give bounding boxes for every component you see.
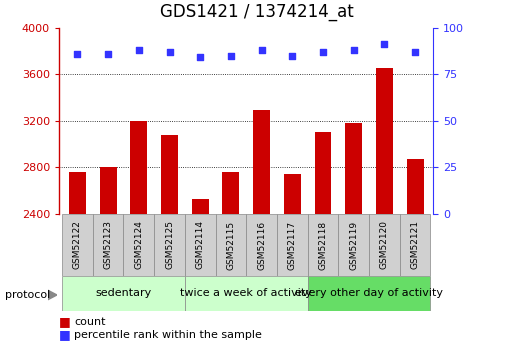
Bar bbox=[161, 135, 178, 214]
Bar bbox=[223, 172, 240, 214]
Text: GSM52119: GSM52119 bbox=[349, 220, 358, 269]
Text: sedentary: sedentary bbox=[95, 288, 151, 298]
Bar bbox=[407, 159, 424, 214]
Bar bbox=[130, 121, 147, 214]
Bar bbox=[62, 276, 185, 310]
Text: GDS1421 / 1374214_at: GDS1421 / 1374214_at bbox=[160, 3, 353, 21]
Text: GSM52115: GSM52115 bbox=[226, 220, 235, 269]
Bar bbox=[100, 167, 116, 214]
Bar bbox=[185, 214, 215, 276]
Bar bbox=[154, 214, 185, 276]
Bar bbox=[376, 68, 393, 214]
Point bbox=[196, 55, 204, 60]
Text: every other day of activity: every other day of activity bbox=[295, 288, 443, 298]
Text: ■: ■ bbox=[59, 315, 71, 328]
Point bbox=[411, 49, 419, 55]
Point bbox=[288, 53, 297, 58]
Point bbox=[349, 47, 358, 53]
Bar bbox=[345, 123, 362, 214]
Bar bbox=[284, 174, 301, 214]
Bar bbox=[124, 214, 154, 276]
Point bbox=[165, 49, 173, 55]
Text: ■: ■ bbox=[59, 328, 71, 341]
Text: GSM52114: GSM52114 bbox=[195, 220, 205, 269]
Point bbox=[104, 51, 112, 57]
Bar bbox=[93, 214, 124, 276]
Point bbox=[258, 47, 266, 53]
Point bbox=[135, 47, 143, 53]
Point bbox=[73, 51, 82, 57]
Bar bbox=[308, 214, 339, 276]
Bar bbox=[185, 276, 308, 310]
Text: GSM52116: GSM52116 bbox=[257, 220, 266, 269]
Text: count: count bbox=[74, 317, 106, 326]
Text: GSM52122: GSM52122 bbox=[73, 220, 82, 269]
Bar bbox=[277, 214, 308, 276]
Point bbox=[319, 49, 327, 55]
Polygon shape bbox=[48, 290, 57, 300]
Bar bbox=[246, 214, 277, 276]
Point bbox=[380, 42, 388, 47]
Bar bbox=[69, 172, 86, 214]
Text: GSM52121: GSM52121 bbox=[410, 220, 420, 269]
Text: GSM52117: GSM52117 bbox=[288, 220, 297, 269]
Bar bbox=[192, 199, 209, 214]
Text: GSM52124: GSM52124 bbox=[134, 220, 143, 269]
Bar bbox=[339, 214, 369, 276]
Text: GSM52125: GSM52125 bbox=[165, 220, 174, 269]
Bar bbox=[62, 214, 93, 276]
Text: percentile rank within the sample: percentile rank within the sample bbox=[74, 330, 262, 339]
Bar bbox=[215, 214, 246, 276]
Bar bbox=[400, 214, 430, 276]
Bar bbox=[253, 110, 270, 214]
Text: twice a week of activity: twice a week of activity bbox=[180, 288, 312, 298]
Text: GSM52118: GSM52118 bbox=[319, 220, 327, 269]
Text: protocol: protocol bbox=[5, 290, 50, 300]
Point bbox=[227, 53, 235, 58]
Bar bbox=[314, 132, 331, 214]
Bar bbox=[308, 276, 430, 310]
Bar bbox=[369, 214, 400, 276]
Text: GSM52120: GSM52120 bbox=[380, 220, 389, 269]
Text: GSM52123: GSM52123 bbox=[104, 220, 113, 269]
